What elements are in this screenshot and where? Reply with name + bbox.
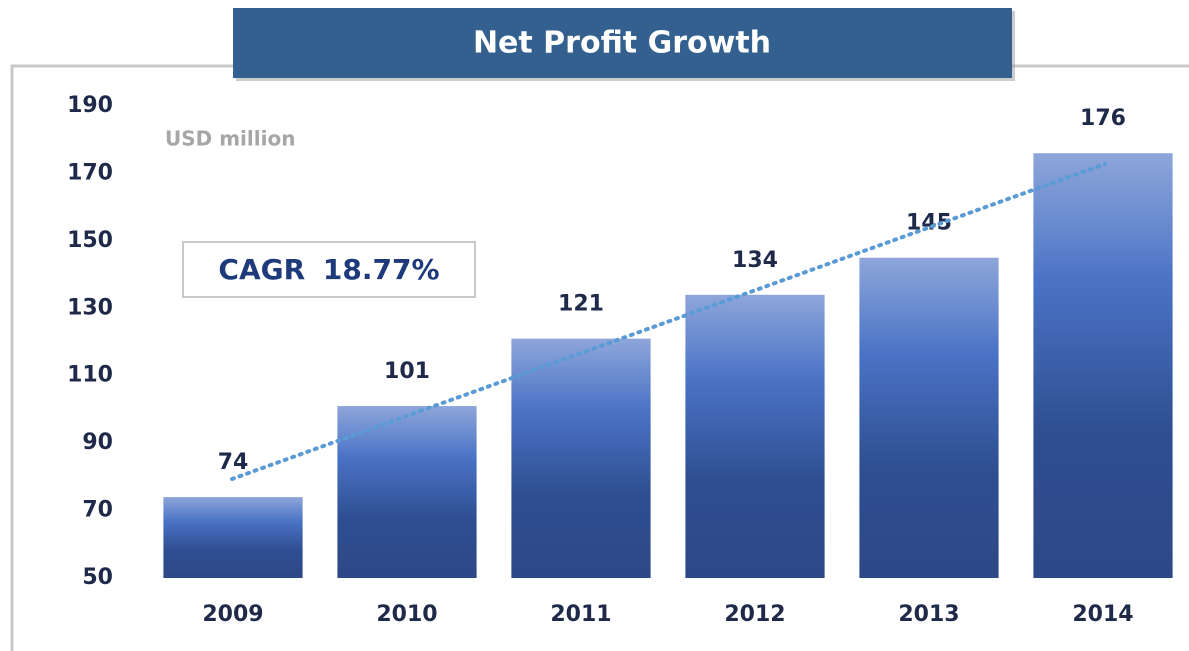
y-tick-label: 170 xyxy=(67,160,113,185)
bar xyxy=(163,497,303,578)
x-tick-label: 2010 xyxy=(376,602,437,627)
data-label: 121 xyxy=(558,292,604,317)
data-label: 176 xyxy=(1080,106,1126,131)
x-tick-label: 2012 xyxy=(724,602,785,627)
y-tick-label: 190 xyxy=(67,93,113,118)
y-tick-label: 150 xyxy=(67,228,113,253)
y-tick-label: 90 xyxy=(82,430,113,455)
trend-line xyxy=(230,162,1107,481)
data-label: 134 xyxy=(732,248,778,273)
x-tick-label: 2014 xyxy=(1072,602,1133,627)
annotation-box xyxy=(182,241,476,298)
y-tick-label: 50 xyxy=(82,565,113,590)
annotation: CAGR 18.77% xyxy=(218,253,439,286)
bar xyxy=(685,294,825,578)
x-tick-label: 2011 xyxy=(550,602,611,627)
bar xyxy=(859,257,999,578)
chart-title: Net Profit Growth xyxy=(473,26,771,61)
y-tick-label: 110 xyxy=(67,363,113,388)
y-tick-label: 70 xyxy=(82,498,113,523)
title-box xyxy=(233,8,1012,78)
data-label: 74 xyxy=(218,450,249,475)
bar xyxy=(511,338,651,578)
x-tick-label: 2009 xyxy=(202,602,263,627)
x-tick-label: 2013 xyxy=(898,602,959,627)
y-tick-label: 130 xyxy=(67,295,113,320)
data-label: 101 xyxy=(384,359,430,384)
bar xyxy=(1033,153,1173,578)
plot: 50 70 90 110 130 150 170 190 2009 74 2010 101 2011 12… xyxy=(67,93,1173,627)
data-label: 145 xyxy=(906,211,952,236)
unit-label: USD million xyxy=(165,127,295,151)
